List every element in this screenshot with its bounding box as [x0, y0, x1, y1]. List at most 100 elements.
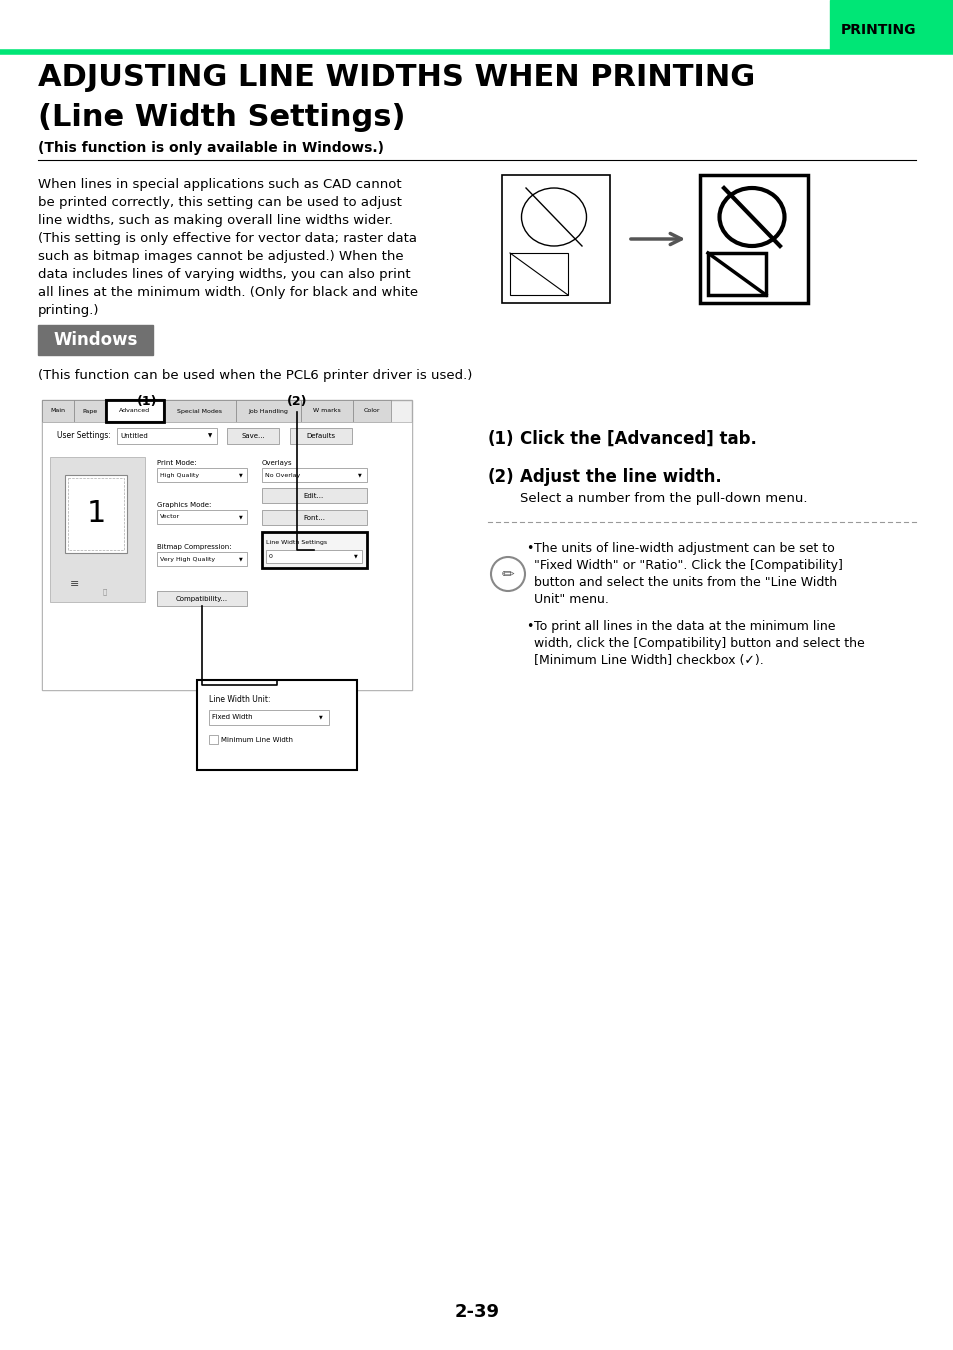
- Ellipse shape: [521, 188, 586, 246]
- Text: width, click the [Compatibility] button and select the: width, click the [Compatibility] button …: [534, 637, 863, 649]
- Ellipse shape: [491, 558, 524, 591]
- Text: (2): (2): [488, 468, 514, 486]
- Text: ≡: ≡: [71, 579, 80, 589]
- Text: Overlays: Overlays: [262, 460, 293, 466]
- Bar: [74, 400, 106, 423]
- Text: Pape: Pape: [82, 409, 97, 413]
- Text: such as bitmap images cannot be adjusted.) When the: such as bitmap images cannot be adjusted…: [38, 250, 403, 263]
- Text: When lines in special applications such as CAD cannot: When lines in special applications such …: [38, 178, 401, 190]
- Text: be printed correctly, this setting can be used to adjust: be printed correctly, this setting can b…: [38, 196, 401, 209]
- Text: Windows: Windows: [53, 331, 137, 350]
- Text: Line Width Settings: Line Width Settings: [266, 540, 327, 545]
- Text: Very High Quality: Very High Quality: [160, 556, 214, 562]
- Bar: [196, 680, 356, 769]
- Bar: [209, 734, 218, 744]
- Bar: [266, 549, 361, 563]
- Text: button and select the units from the "Line Width: button and select the units from the "Li…: [534, 576, 836, 589]
- Text: Select a number from the pull-down menu.: Select a number from the pull-down menu.: [519, 491, 806, 505]
- Bar: [262, 532, 367, 568]
- Bar: [68, 478, 124, 549]
- Bar: [510, 252, 567, 296]
- Text: (This setting is only effective for vector data; raster data: (This setting is only effective for vect…: [38, 232, 416, 244]
- Bar: [290, 428, 352, 444]
- Text: ⬛: ⬛: [103, 589, 107, 595]
- Text: (Line Width Settings): (Line Width Settings): [38, 104, 405, 132]
- Text: ▼: ▼: [239, 514, 243, 520]
- Text: Advanced: Advanced: [119, 409, 151, 413]
- Bar: [157, 591, 247, 606]
- Bar: [117, 428, 216, 444]
- Text: •: •: [525, 541, 533, 555]
- Text: Adjust the line width.: Adjust the line width.: [519, 468, 721, 486]
- Text: Main: Main: [51, 409, 66, 413]
- Text: Graphics Mode:: Graphics Mode:: [157, 502, 212, 508]
- Text: ▼: ▼: [239, 556, 243, 562]
- Text: ▼: ▼: [239, 472, 243, 478]
- Text: (1): (1): [136, 396, 157, 409]
- Text: Click the [Advanced] tab.: Click the [Advanced] tab.: [519, 431, 756, 448]
- Bar: [42, 423, 412, 690]
- Text: ▼: ▼: [319, 714, 322, 720]
- Text: [Minimum Line Width] checkbox (✓).: [Minimum Line Width] checkbox (✓).: [534, 653, 763, 667]
- Text: (1): (1): [488, 431, 514, 448]
- Text: (2): (2): [287, 396, 307, 409]
- Bar: [707, 252, 765, 296]
- Bar: [42, 400, 74, 423]
- Text: Vector: Vector: [160, 514, 180, 520]
- Text: Untitled: Untitled: [120, 433, 148, 439]
- Text: Bitmap Compression:: Bitmap Compression:: [157, 544, 232, 549]
- Bar: [42, 400, 412, 690]
- Text: ▼: ▼: [208, 433, 212, 439]
- Text: Fixed Width: Fixed Width: [212, 714, 253, 720]
- Text: ✏: ✏: [501, 567, 514, 582]
- Bar: [262, 468, 367, 482]
- Text: Font...: Font...: [303, 514, 325, 521]
- Bar: [157, 468, 247, 482]
- Text: (This function is only available in Windows.): (This function is only available in Wind…: [38, 140, 384, 155]
- Bar: [235, 400, 301, 423]
- Bar: [501, 176, 609, 302]
- Text: 1: 1: [86, 500, 106, 528]
- Ellipse shape: [719, 188, 783, 246]
- Bar: [829, 0, 953, 53]
- Text: Save...: Save...: [241, 433, 265, 439]
- Text: Special Modes: Special Modes: [177, 409, 222, 413]
- Bar: [227, 428, 278, 444]
- Text: Print Mode:: Print Mode:: [157, 460, 196, 466]
- Bar: [164, 400, 235, 423]
- Text: data includes lines of varying widths, you can also print: data includes lines of varying widths, y…: [38, 269, 410, 281]
- Text: ADJUSTING LINE WIDTHS WHEN PRINTING: ADJUSTING LINE WIDTHS WHEN PRINTING: [38, 63, 755, 93]
- Text: line widths, such as making overall line widths wider.: line widths, such as making overall line…: [38, 215, 393, 227]
- Bar: [209, 710, 329, 725]
- Text: To print all lines in the data at the minimum line: To print all lines in the data at the mi…: [534, 620, 835, 633]
- Text: Color: Color: [363, 409, 380, 413]
- Text: Compatibility...: Compatibility...: [175, 595, 228, 602]
- Text: Job Handling: Job Handling: [249, 409, 288, 413]
- Bar: [50, 458, 145, 602]
- Bar: [301, 400, 353, 423]
- Text: 0: 0: [269, 554, 273, 559]
- Text: Minimum Line Width: Minimum Line Width: [221, 737, 293, 742]
- Text: ▼: ▼: [354, 554, 357, 559]
- Bar: [157, 552, 247, 566]
- Text: Defaults: Defaults: [306, 433, 335, 439]
- Text: Unit" menu.: Unit" menu.: [534, 593, 608, 606]
- Text: Edit...: Edit...: [304, 493, 324, 498]
- Text: No Overlay: No Overlay: [265, 472, 300, 478]
- Text: printing.): printing.): [38, 304, 99, 317]
- Text: The units of line-width adjustment can be set to: The units of line-width adjustment can b…: [534, 541, 834, 555]
- Bar: [700, 176, 807, 302]
- Text: User Settings:: User Settings:: [57, 432, 111, 440]
- Text: (This function can be used when the PCL6 printer driver is used.): (This function can be used when the PCL6…: [38, 369, 472, 382]
- Text: 2-39: 2-39: [454, 1303, 499, 1322]
- Text: W marks: W marks: [313, 409, 340, 413]
- Text: "Fixed Width" or "Ratio". Click the [Compatibility]: "Fixed Width" or "Ratio". Click the [Com…: [534, 559, 842, 572]
- Bar: [262, 487, 367, 504]
- Text: ▼: ▼: [357, 472, 361, 478]
- Bar: [262, 510, 367, 525]
- Text: all lines at the minimum width. (Only for black and white: all lines at the minimum width. (Only fo…: [38, 286, 417, 298]
- Text: PRINTING: PRINTING: [840, 23, 915, 36]
- Text: •: •: [525, 620, 533, 633]
- Bar: [157, 510, 247, 524]
- Bar: [65, 475, 127, 554]
